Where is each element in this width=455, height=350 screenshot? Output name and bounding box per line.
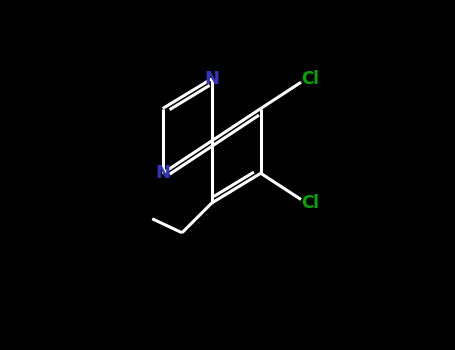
Text: Cl: Cl bbox=[301, 70, 318, 88]
Text: N: N bbox=[204, 70, 219, 88]
Text: Cl: Cl bbox=[301, 194, 318, 212]
Text: N: N bbox=[155, 164, 170, 182]
